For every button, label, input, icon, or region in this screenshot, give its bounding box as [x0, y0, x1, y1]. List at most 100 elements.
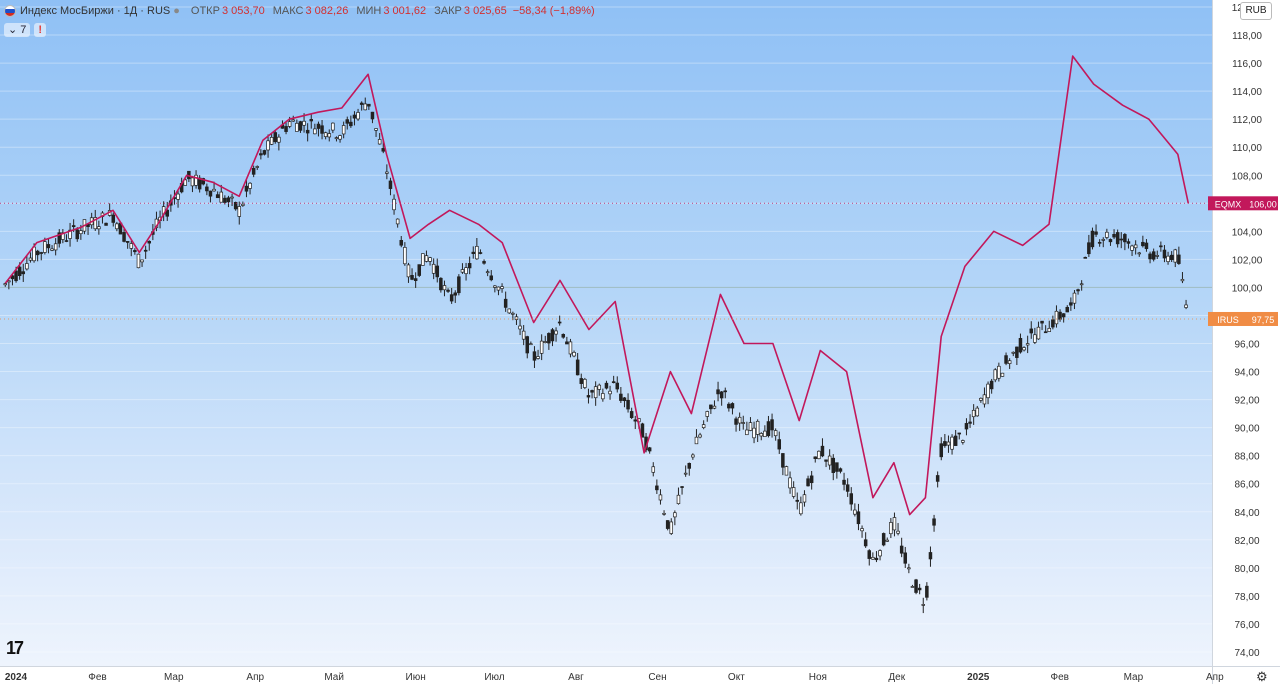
y-tick-label: 100,00	[1232, 283, 1263, 294]
candle-body	[32, 246, 36, 262]
candle-body	[979, 397, 983, 401]
candle-body	[784, 466, 789, 476]
y-tick-label: 86,00	[1234, 480, 1259, 491]
warning-icon[interactable]: !	[34, 23, 47, 37]
candle-body	[1137, 252, 1142, 255]
candle-body	[788, 477, 792, 489]
candle-body	[367, 103, 371, 107]
candle-body	[352, 114, 357, 119]
candle-body	[489, 275, 494, 281]
y-tick-label: 104,00	[1232, 227, 1263, 238]
symbol-title[interactable]: Индекс МосБиржи · 1Д · RUS	[20, 5, 171, 17]
candle-body	[518, 325, 522, 330]
tradingview-logo-icon[interactable]: 17	[6, 638, 24, 658]
candle-body	[485, 271, 490, 274]
candle-body	[1018, 338, 1023, 353]
candle-body	[885, 539, 890, 542]
candle-body	[1166, 255, 1170, 262]
y-tick-label: 118,00	[1232, 31, 1262, 42]
currency-button[interactable]: RUB	[1240, 2, 1272, 20]
candle-body	[356, 112, 360, 120]
candle-body	[662, 512, 666, 515]
candle-body	[1184, 304, 1188, 308]
candle-body	[831, 457, 836, 473]
gear-icon[interactable]: ⚙	[1256, 669, 1268, 684]
candle-body	[698, 434, 702, 438]
candle-body	[208, 190, 213, 197]
candle-body	[1058, 311, 1062, 320]
candle-body	[464, 267, 468, 275]
candle-body	[932, 518, 936, 526]
candle-body	[1072, 292, 1077, 304]
candle-body	[806, 478, 810, 487]
candle-body	[647, 447, 652, 452]
candle-body	[943, 441, 947, 447]
candle-body	[14, 270, 18, 282]
x-tick-label: Фев	[1050, 672, 1068, 683]
candle-body	[745, 429, 749, 436]
y-tick-label: 82,00	[1234, 536, 1259, 547]
candle-body	[226, 197, 231, 203]
candle-body	[853, 509, 857, 515]
candle-body	[1007, 360, 1012, 364]
candle-body	[568, 341, 573, 355]
indicators-toggle-button[interactable]: ⌄ 7	[4, 23, 31, 37]
candle-body	[889, 522, 893, 535]
y-tick-label: 110,00	[1232, 143, 1262, 154]
candle-body	[971, 409, 976, 418]
candle-body	[1047, 328, 1052, 332]
candle-body	[781, 453, 785, 468]
candle-body	[230, 196, 234, 199]
candle-body	[201, 178, 206, 185]
candle-body	[147, 240, 152, 244]
candle-body	[500, 286, 504, 289]
candle-body	[1155, 255, 1160, 257]
low-label: МИН	[356, 5, 382, 17]
candle-body	[359, 102, 364, 105]
candle-body	[1090, 230, 1095, 248]
candle-body	[403, 247, 407, 265]
candle-body	[1141, 241, 1145, 247]
candle-body	[910, 586, 915, 588]
candle-body	[395, 218, 400, 225]
close-label: ЗАКР	[434, 5, 462, 17]
candle-body	[1036, 326, 1041, 340]
y-tick-label: 92,00	[1234, 396, 1259, 407]
candle-body	[165, 209, 170, 217]
candle-body	[601, 393, 605, 400]
y-tick-label: 88,00	[1234, 452, 1259, 463]
candle-body	[532, 351, 537, 361]
candle-body	[957, 432, 962, 435]
candle-body	[799, 502, 803, 515]
candle-body	[104, 222, 108, 226]
candle-body	[259, 153, 263, 156]
candle-body	[305, 129, 310, 134]
candle-body	[838, 468, 843, 472]
x-tick-label: Авг	[568, 672, 584, 683]
candle-body	[511, 312, 515, 315]
candle-body	[608, 390, 612, 395]
candle-body	[917, 587, 922, 591]
change-value: −58,34 (−1,89%)	[512, 5, 595, 17]
candle-body	[1101, 239, 1106, 241]
candle-body	[449, 294, 454, 302]
candle-body	[925, 585, 929, 598]
eqmx-value-tag	[1248, 196, 1278, 211]
candle-body	[719, 391, 724, 399]
candle-body	[442, 285, 447, 291]
candle-body	[194, 174, 198, 186]
candle-body	[1083, 256, 1088, 259]
candle-body	[244, 185, 249, 192]
candle-body	[1148, 253, 1152, 260]
candle-body	[795, 499, 800, 502]
x-tick-label: 2025	[967, 672, 990, 683]
high-label: МАКС	[272, 5, 304, 17]
candle-body	[43, 241, 47, 253]
candle-body	[968, 421, 972, 424]
candle-body	[262, 150, 267, 155]
candle-body	[413, 278, 418, 281]
candle-body	[633, 419, 638, 422]
candle-body	[334, 137, 339, 140]
candle-body	[417, 264, 422, 276]
